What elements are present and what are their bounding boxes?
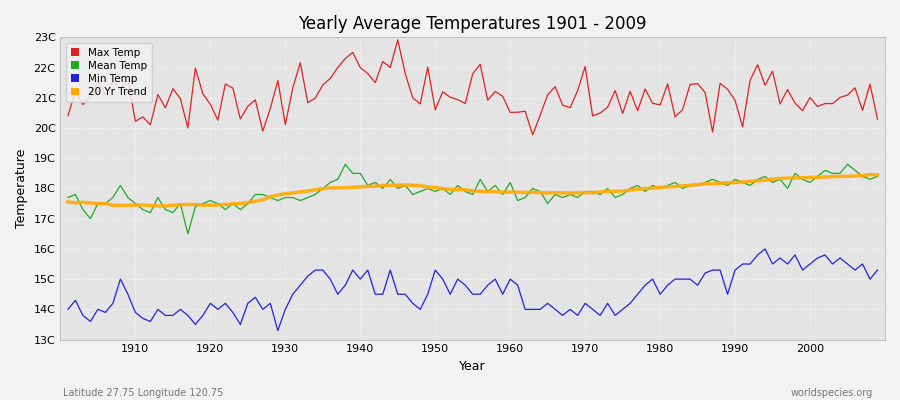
Title: Yearly Average Temperatures 1901 - 2009: Yearly Average Temperatures 1901 - 2009 <box>299 15 647 33</box>
Text: worldspecies.org: worldspecies.org <box>791 388 873 398</box>
Legend: Max Temp, Mean Temp, Min Temp, 20 Yr Trend: Max Temp, Mean Temp, Min Temp, 20 Yr Tre… <box>66 42 152 102</box>
X-axis label: Year: Year <box>459 360 486 373</box>
Text: Latitude 27.75 Longitude 120.75: Latitude 27.75 Longitude 120.75 <box>63 388 223 398</box>
Y-axis label: Temperature: Temperature <box>15 149 28 228</box>
